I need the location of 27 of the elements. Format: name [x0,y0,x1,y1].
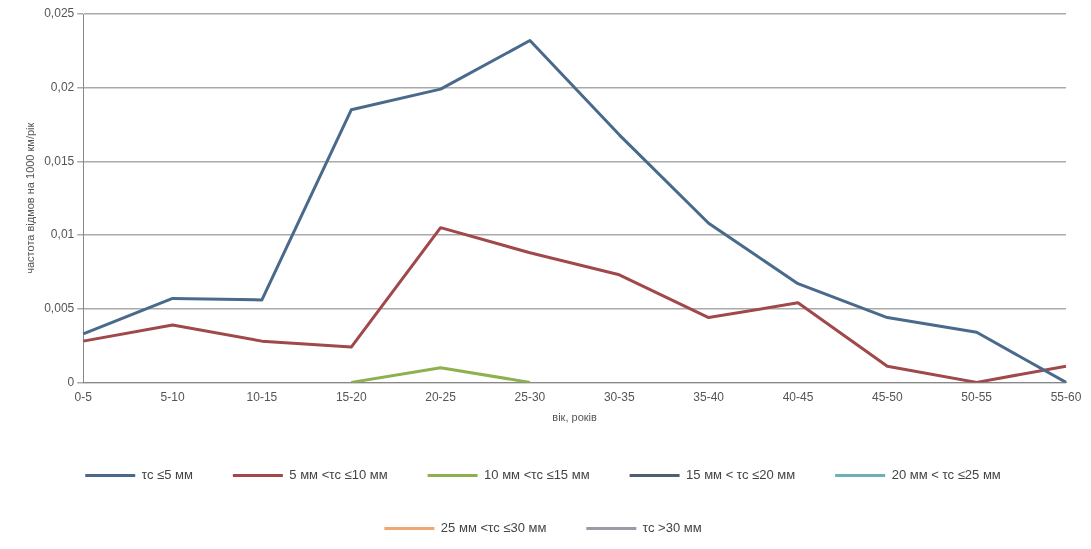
legend-label: 25 мм <τc ≤30 мм [440,520,547,536]
legend-label: τc ≤5 мм [141,467,193,483]
x-tick-label: 15-20 [335,389,367,404]
x-tick-label: 25-30 [514,389,546,404]
y-tick-label: 0,02 [50,79,75,94]
legend-label: 5 мм <τc ≤10 мм [289,467,388,483]
x-tick-label: 10-15 [246,389,278,404]
y-tick-label: 0,025 [44,6,75,21]
x-tick-label: 50-55 [961,389,993,404]
y-tick-label: 0,01 [50,227,75,242]
y-tick-label: 0,005 [44,301,75,316]
y-tick-label: 0 [67,374,75,389]
x-axis-title: вік, років [552,411,598,424]
y-axis-title: частота відмов на 1000 км/рік [23,122,36,274]
legend-label: 15 мм < τc ≤20 мм [686,467,796,483]
x-tick-label: 45-50 [871,389,903,404]
x-tick-label: 40-45 [782,389,814,404]
legend-label: 20 мм < τc ≤25 мм [891,467,1001,483]
x-tick-label: 55-60 [1050,389,1082,404]
legend-label: τc >30 мм [642,520,702,536]
x-tick-label: 20-25 [425,389,457,404]
y-tick-label: 0,015 [44,153,75,168]
x-tick-label: 0-5 [74,389,93,404]
x-tick-label: 35-40 [693,389,725,404]
legend-label: 10 мм <τc ≤15 мм [484,467,590,483]
x-tick-label: 30-35 [603,389,635,404]
x-tick-label: 5-10 [160,389,185,404]
